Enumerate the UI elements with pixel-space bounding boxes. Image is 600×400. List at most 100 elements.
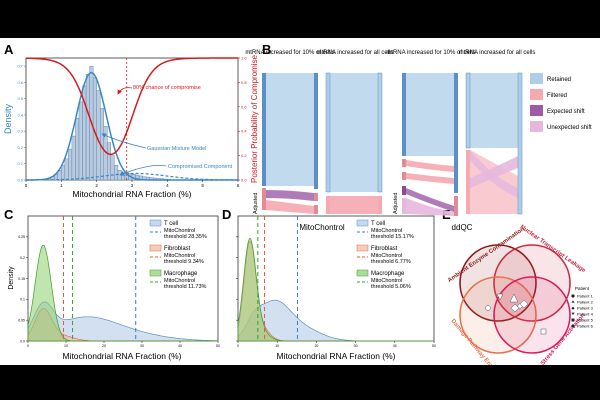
histogram-bar [114, 165, 119, 181]
legend-swatch [356, 219, 369, 227]
legend-threshold-label: threshold 6.77% [371, 259, 411, 265]
histogram-bar [85, 74, 90, 181]
panel-c-chart: 0 10 20 30 40 50 0.0 0.05 0.1 0.15 0.2 0.25 Mitocho… [8, 215, 220, 361]
xtick-label: 0 [25, 183, 28, 188]
venn-marker [540, 328, 547, 335]
panel-a-curves [26, 57, 238, 181]
xtick-label: 0 [237, 344, 239, 348]
legend-swatch [149, 269, 162, 277]
legend-swatch [149, 219, 162, 227]
legend-label: Macrophage [164, 271, 198, 277]
ytick-label: 0.4 [17, 112, 23, 117]
panel-c-ylabel: Density [8, 266, 15, 290]
sankey-node [262, 73, 266, 186]
legend-swatch-expected [530, 105, 543, 116]
xtick-label: 2 [95, 183, 98, 188]
panel-b-header-4: mtRNA increased for all cells [459, 50, 536, 56]
sankey-dd10-filtered-flow [406, 160, 454, 172]
legend-threshold-label: threshold 11.73% [164, 284, 207, 290]
ytick-label: 0.3 [17, 129, 23, 134]
sankey-node [465, 72, 471, 149]
legend-label: Macrophage [371, 271, 405, 277]
xtick-label: 10 [275, 344, 279, 348]
legend-swatch-unexpected [530, 121, 543, 132]
histogram-bar [117, 170, 122, 181]
legend-swatch [149, 244, 162, 252]
legend-label-expected: Expected shift [547, 109, 585, 115]
xtick-label: 50 [216, 344, 220, 348]
legend-swatch-retained [530, 73, 543, 84]
venn-set-damage [459, 276, 537, 354]
venn-marker [519, 299, 529, 309]
xtick-label: 20 [102, 344, 106, 348]
gmm-compromised-curve [26, 172, 238, 181]
sankey-ddall-retained-flow [470, 73, 518, 148]
sankey-node [314, 205, 318, 214]
ytick-right-label: 1.0 [241, 56, 247, 61]
ytick-label: 0.2 [17, 145, 23, 150]
panel-b-sankey: mtRNA increased for 10% of cells mtRNA i… [245, 50, 592, 232]
panel-a-yticks-left: 0.0 0.1 0.2 0.3 0.4 0.5 0.6 0.7 [17, 64, 26, 183]
sankey-dd10-retained-flow [406, 73, 454, 156]
ytick-label: 0.6 [17, 80, 23, 85]
ytick-right-label: 0.2 [241, 153, 247, 158]
panel-c-ticks: 0 10 20 30 40 50 0.0 0.05 0.1 0.15 0.2 0.25 [18, 235, 220, 348]
panel-a-annotation-comp: Compromised Component [168, 164, 233, 170]
legend-label: T cell [164, 221, 178, 227]
density-area [27, 244, 218, 342]
sankey-node [402, 198, 406, 214]
panel-b-header-2: mtRNA increased for all cells [317, 50, 394, 56]
xtick-label: 20 [314, 344, 318, 348]
ytick-label: 0.0 [20, 339, 25, 343]
panel-a-yticks-right: 0.0 0.2 0.4 0.6 0.8 1.0 [238, 56, 247, 183]
patient-label-1: Patient 1 [577, 294, 594, 299]
panel-letter-b: B [262, 42, 271, 57]
sankey-mc10-filtered-flow [266, 200, 314, 214]
ytick-right-label: 0.6 [241, 104, 247, 109]
ytick-label: 0.7 [17, 64, 23, 69]
ytick-label: 0.1 [20, 298, 25, 302]
panel-d-ticks: 0 10 20 30 40 50 [236, 236, 436, 348]
density-area [27, 301, 219, 342]
sankey-mcall-retained-flow [330, 73, 378, 192]
ytick-label: 0.05 [18, 318, 25, 322]
histogram-bar [96, 90, 101, 181]
histogram-bar [68, 148, 73, 181]
histogram-bar [61, 165, 66, 181]
panel-letter-a: A [4, 42, 14, 57]
legend-threshold-label: MitoChontrol [371, 253, 402, 259]
panel-a-arrow-gmm [101, 133, 147, 149]
patient-marker-3 [571, 306, 575, 310]
sankey-node [402, 186, 406, 195]
patient-marker-2 [571, 300, 575, 303]
legend-swatch [356, 269, 369, 277]
sankey-node [402, 73, 406, 156]
sankey-node [402, 172, 406, 180]
xtick-label: 40 [393, 344, 397, 348]
sankey-node [377, 72, 383, 193]
sankey-node [517, 72, 523, 215]
panel-a-ylabel-left: Density [3, 103, 13, 134]
histogram-bar [71, 135, 76, 181]
legend-label: T cell [371, 221, 385, 227]
panel-letter-c: C [4, 207, 14, 222]
panel-b-adjusted-label: Adjusted [253, 193, 259, 214]
xtick-label: 5 [201, 183, 204, 188]
xtick-label: 30 [354, 344, 358, 348]
panel-a-ylabel-right: Posterior Probability of Compromise [250, 54, 259, 183]
panel-b-header-3: mtRNA increased for 10% of cells [386, 50, 475, 56]
panel-a-arrow-chance [117, 87, 133, 95]
legend-threshold-label: threshold 28.35% [164, 234, 207, 240]
patient-marker-6 [571, 324, 575, 328]
legend-threshold-label: MitoChontrol [164, 228, 195, 234]
legend-threshold-label: MitoChontrol [371, 278, 402, 284]
panel-b-right-title: ddQC [452, 223, 473, 232]
legend-label-unexpected: Unexpected shift [547, 125, 592, 131]
xtick-label: 50 [432, 344, 436, 348]
legend-threshold-label: MitoChontrol [164, 253, 195, 259]
legend-threshold-label: MitoChontrol [371, 228, 402, 234]
